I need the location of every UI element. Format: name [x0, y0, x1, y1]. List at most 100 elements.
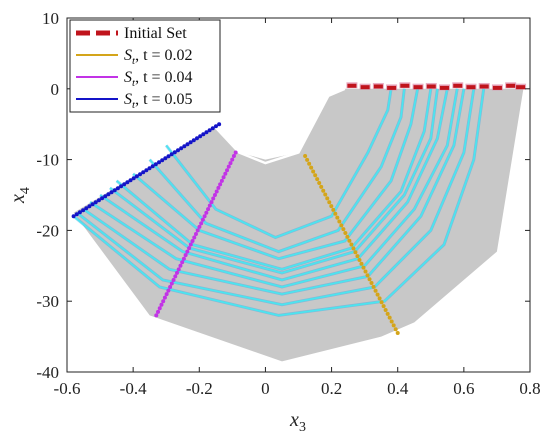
legend-t005-text: , t = 0.05: [135, 91, 192, 108]
x-axis-label: x3: [289, 409, 306, 435]
series-1-point-19: [341, 227, 346, 232]
series-3-point-11: [182, 144, 187, 149]
series-1-point-0: [303, 154, 308, 159]
series-2-point-27: [187, 246, 192, 251]
series-3-point-18: [160, 158, 165, 163]
series-1-point-8: [319, 184, 324, 189]
series-3-point-45: [74, 212, 79, 217]
series-1-point-13: [329, 204, 334, 209]
series-1-point-10: [323, 192, 328, 197]
series-1-point-15: [333, 211, 338, 216]
series-2-point-10: [216, 185, 221, 190]
series-2-point-22: [195, 228, 200, 233]
series-1-point-42: [387, 315, 392, 320]
initial-set-point-0: [347, 83, 357, 88]
legend-t004-subscript: t: [132, 77, 136, 89]
series-2-point-28: [185, 249, 190, 254]
series-3-point-12: [179, 146, 184, 151]
series-3-point-28: [128, 178, 133, 183]
series-3-point-21: [150, 164, 155, 169]
legend-t002-subscript: t: [132, 55, 136, 67]
series-3-point-30: [122, 182, 127, 187]
y-axis-ticks: -40 -30 -20 -10 0 10: [36, 9, 530, 382]
series-2-point-45: [156, 309, 161, 314]
series-3-point-8: [191, 138, 196, 143]
series-3-point-26: [134, 174, 139, 179]
series-3-point-31: [119, 184, 124, 189]
initial-set-point-1: [360, 85, 370, 90]
legend-initial-set-label: Initial Set: [124, 25, 187, 42]
legend: Initial Set St, t = 0.02 St, t = 0.04 St…: [69, 19, 221, 113]
series-1-point-31: [365, 273, 370, 278]
y-tick-label-5: 10: [42, 9, 59, 28]
trajectory-7: [165, 88, 392, 239]
series-3-point-24: [141, 170, 146, 175]
initial-set-point-5: [413, 85, 423, 90]
series-2-point-32: [178, 263, 183, 268]
series-3-point-44: [77, 210, 82, 215]
series-2-point-11: [214, 189, 219, 194]
x-axis-label-main: x: [289, 409, 299, 431]
series-2-point-3: [228, 161, 233, 166]
series-3-point-2: [210, 126, 215, 131]
series-2-point-33: [176, 267, 181, 272]
series-1-point-17: [337, 219, 342, 224]
series-1-point-1: [305, 157, 310, 162]
legend-t004-label: St, t = 0.04: [124, 69, 193, 89]
series-1-point-46: [395, 331, 400, 336]
series-3-point-3: [207, 128, 212, 133]
series-3-point-1: [213, 124, 218, 129]
series-group: [71, 82, 527, 336]
series-3-point-38: [96, 198, 101, 203]
y-axis-label: x4: [7, 187, 33, 204]
series-1-point-38: [379, 300, 384, 305]
x-tick-label-6: 0.6: [453, 379, 474, 398]
series-1-point-29: [361, 265, 366, 270]
series-2-point-21: [197, 224, 202, 229]
series-2-point-38: [168, 285, 173, 290]
series-2-point-6: [223, 171, 228, 176]
series-3-point-9: [188, 140, 193, 145]
legend-t005-symbol: S: [124, 91, 132, 108]
series-2-point-29: [183, 253, 188, 258]
series-3-point-36: [103, 194, 108, 199]
series-1-point-24: [351, 246, 356, 251]
series-2-point-31: [180, 260, 185, 265]
series-2-point-34: [174, 270, 179, 275]
series-3-point-15: [169, 152, 174, 157]
series-3-point-7: [194, 136, 199, 141]
series-2-point-13: [211, 196, 216, 201]
legend-t002-label: St, t = 0.02: [124, 47, 193, 67]
series-2-point-5: [225, 168, 230, 173]
series-3-point-23: [144, 168, 149, 173]
x-tick-label-5: 0.4: [387, 379, 409, 398]
series-3-point-33: [112, 188, 117, 193]
series-1-point-39: [381, 304, 386, 309]
plot-area: [71, 82, 527, 362]
series-2-point-36: [171, 277, 176, 282]
initial-set-point-8: [453, 83, 463, 88]
series-3-point-25: [138, 172, 143, 177]
series-1-point-18: [339, 223, 344, 228]
series-2-point-19: [200, 217, 205, 222]
series-2-point-35: [173, 274, 178, 279]
series-3-point-22: [147, 166, 152, 171]
series-1-point-12: [327, 200, 332, 205]
series-2-point-14: [209, 200, 214, 205]
series-1-point-45: [393, 327, 398, 332]
series-1-point-6: [315, 177, 320, 182]
x-tick-label-1: -0.4: [120, 379, 147, 398]
series-2-point-30: [181, 256, 186, 261]
series-1-point-43: [389, 319, 394, 324]
series-2-point-40: [164, 292, 169, 297]
initial-set-point-12: [506, 83, 516, 88]
series-1-point-2: [307, 161, 312, 166]
initial-set-point-11: [492, 85, 502, 90]
series-2-point-26: [188, 242, 193, 247]
legend-t002-text: , t = 0.02: [135, 47, 192, 64]
series-2-point-23: [193, 231, 198, 236]
initial-set-point-7: [440, 85, 450, 90]
series-3-point-19: [157, 160, 162, 165]
series-2-point-43: [159, 302, 164, 307]
series-1-point-22: [347, 238, 352, 243]
